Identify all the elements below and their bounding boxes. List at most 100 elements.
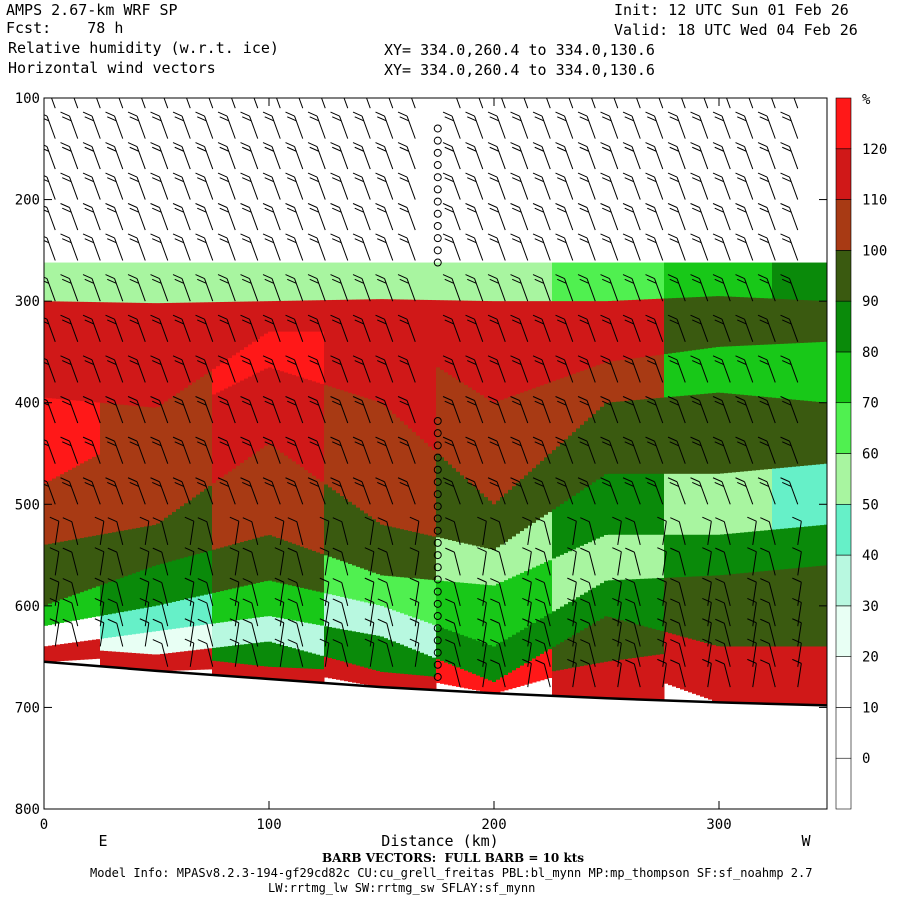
- rh-cell: [592, 414, 597, 483]
- init-time: Init: 12 UTC Sun 01 Feb 26: [614, 1, 849, 19]
- rh-cell: [256, 537, 261, 584]
- rh-cell: [216, 392, 221, 481]
- wind-barb: [510, 233, 529, 261]
- rh-cell: [264, 368, 269, 447]
- rh-cell: [668, 98, 673, 264]
- calm-wind-circle: [433, 490, 442, 499]
- rh-cell: [368, 603, 373, 635]
- colorbar-label: 60: [862, 447, 879, 463]
- rh-cell: [172, 601, 177, 630]
- wind-barb: [757, 436, 776, 464]
- rh-cell: [764, 646, 769, 705]
- wind-barb: [195, 203, 214, 231]
- rh-cell: [264, 535, 269, 582]
- rh-cell: [580, 666, 585, 698]
- rh-cell: [172, 652, 177, 671]
- rh-cell: [724, 98, 729, 264]
- rh-cell: [64, 98, 69, 264]
- rh-cell: [468, 544, 473, 584]
- rh-cell: [580, 545, 585, 596]
- rh-cell: [344, 299, 349, 333]
- rh-cell: [108, 262, 113, 303]
- rh-cell: [524, 475, 529, 529]
- wind-barb: [555, 111, 574, 139]
- rh-cell: [688, 395, 693, 475]
- rh-cell: [732, 646, 737, 704]
- rh-cell: [648, 534, 653, 580]
- rh-cell: [152, 407, 157, 425]
- wind-barb: [150, 477, 169, 505]
- rh-cell: [64, 301, 69, 401]
- rh-cell: [480, 584, 485, 643]
- wind-barb: [478, 98, 484, 109]
- rh-cell: [564, 639, 569, 674]
- colorbar-label: 70: [862, 396, 879, 412]
- rh-cell: [96, 639, 101, 659]
- rh-cell: [296, 376, 301, 465]
- rh-cell: [676, 473, 681, 536]
- rh-cell: [372, 400, 377, 520]
- wind-barb: [307, 111, 326, 139]
- wind-barb: [600, 111, 619, 139]
- wind-barb: [510, 314, 529, 342]
- rh-cell: [196, 302, 201, 381]
- rh-cell: [200, 400, 205, 493]
- wind-barb: [240, 142, 259, 170]
- rh-cell: [480, 677, 485, 692]
- rh-cell: [224, 474, 229, 547]
- wind-barb: [690, 436, 709, 464]
- rh-cell: [404, 577, 409, 616]
- rh-cell: [396, 576, 401, 613]
- rh-cell: [776, 529, 781, 571]
- wind-barb: [645, 172, 664, 200]
- wind-barb: [792, 638, 802, 667]
- rh-cell: [752, 262, 757, 299]
- rh-cell: [652, 578, 657, 630]
- rh-cell: [504, 493, 509, 543]
- rh-cell: [488, 645, 493, 681]
- rh-cell: [656, 578, 661, 631]
- rh-cell: [164, 401, 169, 419]
- rh-cell: [392, 414, 397, 528]
- rh-cell: [164, 603, 169, 631]
- rh-cell: [596, 410, 601, 481]
- rh-cell: [196, 596, 201, 627]
- rh-cell: [748, 262, 753, 299]
- rh-cell: [260, 642, 265, 668]
- wind-barb: [477, 638, 487, 667]
- wind-barb: [107, 547, 124, 576]
- rh-cell: [572, 667, 577, 698]
- wind-barb: [184, 577, 195, 606]
- rh-cell: [272, 616, 277, 644]
- rh-cell: [648, 578, 653, 629]
- rh-cell: [600, 583, 605, 620]
- rh-cell: [168, 602, 173, 630]
- rh-cell: [140, 262, 145, 304]
- wind-barb: [780, 142, 799, 170]
- rh-cell: [272, 667, 277, 680]
- wind-barb: [532, 111, 551, 139]
- rh-cell: [392, 527, 397, 578]
- rh-cell: [776, 298, 781, 345]
- wind-barb: [96, 98, 101, 109]
- rh-cell: [636, 399, 641, 475]
- wind-barb: [690, 274, 709, 302]
- rh-cell: [56, 98, 61, 264]
- rh-cell: [356, 566, 361, 602]
- rh-cell: [760, 571, 765, 647]
- rh-cell: [620, 473, 625, 536]
- rh-cell: [128, 302, 133, 406]
- rh-cell: [172, 302, 177, 397]
- wind-barb: [60, 355, 79, 383]
- colorbar-bin: [835, 97, 852, 150]
- rh-cell: [596, 365, 601, 411]
- wind-barb: [510, 111, 529, 139]
- wind-barb: [487, 355, 506, 383]
- rh-cell: [588, 301, 593, 369]
- rh-cell: [116, 98, 121, 264]
- rh-cell: [792, 98, 797, 264]
- wind-barb: [780, 203, 799, 231]
- rh-cell: [360, 666, 365, 685]
- rh-cell: [52, 301, 57, 400]
- wind-barb: [94, 547, 105, 576]
